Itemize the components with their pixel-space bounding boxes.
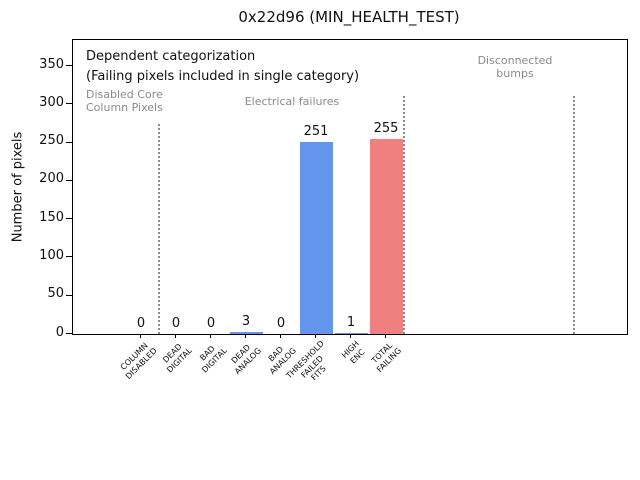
bar-value-label: 3 xyxy=(241,313,251,329)
y-tick-mark xyxy=(66,141,72,143)
annotation-dependent-categorization: Dependent categorization xyxy=(86,49,256,64)
x-tick-mark xyxy=(210,334,211,338)
y-tick-label: 100 xyxy=(39,247,64,263)
y-tick-mark xyxy=(66,179,72,181)
y-tick-mark xyxy=(66,333,72,334)
y-tick-mark xyxy=(66,218,72,220)
y-tick-mark xyxy=(66,256,72,258)
bar-total-failing xyxy=(369,138,403,334)
x-tick-mark xyxy=(315,334,316,338)
y-tick-label: 350 xyxy=(39,56,64,72)
y-tick-label: 0 xyxy=(55,324,64,340)
bar-high-enc xyxy=(334,333,368,334)
bar-value-label: 0 xyxy=(276,316,286,331)
section-separator-line xyxy=(158,124,160,334)
chart-title: 0x22d96 (MIN_HEALTH_TEST) xyxy=(238,8,460,26)
x-tick-mark xyxy=(280,334,281,338)
plot-area: Dependent categorization (Failing pixels… xyxy=(72,39,628,335)
y-tick-label: 150 xyxy=(39,209,64,225)
section-label-disabled-core-column-pixels: Disabled Core Column Pixels xyxy=(86,88,163,114)
y-tick-mark xyxy=(66,65,72,66)
section-label-line: Column Pixels xyxy=(86,101,163,114)
y-tick-mark xyxy=(66,103,72,105)
bar-dead-analog xyxy=(229,331,263,334)
bar-value-label: 251 xyxy=(303,123,329,139)
x-tick-mark xyxy=(385,334,386,338)
x-tick-label-bad-digital: BAD DIGITAL xyxy=(193,339,229,375)
section-separator-line xyxy=(403,96,405,334)
x-tick-mark xyxy=(245,334,246,338)
x-tick-label-dead-analog: DEAD ANALOG xyxy=(226,339,263,376)
x-tick-label-total-failing: TOTAL FAILING xyxy=(368,339,403,374)
x-tick-label-high-enc: HIGH ENC xyxy=(340,339,368,367)
section-label-line: Disabled Core xyxy=(86,88,163,101)
y-tick-label: 200 xyxy=(39,171,64,187)
x-tick-label-dead-digital: DEAD DIGITAL xyxy=(158,339,194,375)
y-tick-label: 300 xyxy=(39,94,64,110)
y-axis-label: Number of pixels xyxy=(10,131,26,243)
x-tick-label-column-disabled: COLUMN DISABLED xyxy=(116,339,158,381)
section-separator-line xyxy=(573,96,575,334)
section-label-line: bumps xyxy=(496,67,534,80)
bar-value-label: 255 xyxy=(373,120,399,136)
x-tick-mark xyxy=(350,334,351,338)
bar-value-label: 0 xyxy=(171,316,181,331)
x-tick-mark xyxy=(140,334,141,338)
x-tick-mark xyxy=(175,334,176,338)
y-tick-label: 250 xyxy=(39,133,64,149)
y-tick-mark xyxy=(66,294,72,296)
annotation-failing-pixels-note: (Failing pixels included in single categ… xyxy=(86,69,360,84)
bar-threshold-failed-fits xyxy=(299,141,333,334)
bar-value-label: 1 xyxy=(346,315,356,330)
section-label-line: Disconnected xyxy=(477,54,553,67)
bar-value-label: 0 xyxy=(136,316,146,331)
y-tick-label: 50 xyxy=(47,286,64,302)
bar-value-label: 0 xyxy=(206,316,216,331)
section-label-electrical-failures: Electrical failures xyxy=(244,95,340,108)
section-label-disconnected-bumps: Disconnected bumps xyxy=(455,54,575,80)
